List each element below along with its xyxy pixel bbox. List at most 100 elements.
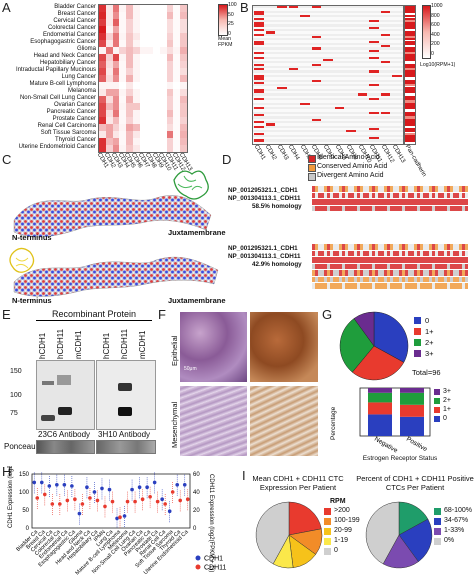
a-heatmap-cell [119, 131, 127, 138]
b-pancad-cell [405, 29, 415, 32]
d-residue [357, 186, 360, 192]
d-residue [453, 263, 456, 269]
d-residue [390, 186, 393, 192]
d-residue [330, 276, 333, 282]
b-pancad-cell [405, 79, 415, 82]
d-residue [375, 283, 378, 289]
a-heatmap-cell [139, 54, 147, 61]
d-residue [384, 257, 387, 263]
b-heatmap-cell [265, 31, 276, 34]
d-residue [351, 250, 354, 256]
d-residue [459, 283, 462, 289]
a-legend-tick: 0 [228, 30, 231, 37]
d-residue [324, 250, 327, 256]
d-residue [369, 276, 372, 282]
e-title: Recombinant Protein [51, 309, 137, 319]
d-residue [408, 244, 411, 250]
a-heatmap-cell [159, 12, 167, 19]
b-pancad-cell [405, 38, 415, 41]
d-residue [405, 244, 408, 250]
a-heatmap-cell [166, 19, 174, 26]
d-residue [315, 283, 318, 289]
a-row-label: Pancreatic Cancer [46, 109, 96, 115]
d-residue [423, 283, 426, 289]
a-legend-tick: 50 [228, 11, 234, 18]
a-heatmap-cell [126, 40, 133, 47]
b-row-stripe [253, 102, 403, 105]
a-heatmap-cell [173, 61, 181, 68]
d-residue [390, 270, 393, 276]
d-residue [378, 270, 381, 276]
d-residue [420, 205, 423, 211]
d-residue [447, 186, 450, 192]
h-cdh11-point [103, 504, 107, 509]
d-residue [381, 186, 384, 192]
d-residue [456, 270, 459, 276]
d-residue [378, 263, 381, 269]
g-bar-legend-text: 0 [443, 415, 447, 422]
a-heatmap-cell [173, 40, 181, 47]
d-residue [462, 257, 465, 263]
b-heatmap-cell [254, 42, 264, 46]
b-pancad-cell [405, 104, 415, 108]
d-residue [348, 199, 351, 205]
d-residue [429, 186, 432, 192]
d-residue [414, 276, 417, 282]
d-residue [396, 186, 399, 192]
a-heatmap-cell [146, 75, 154, 82]
d-residue [372, 192, 375, 198]
d-residue [390, 276, 393, 282]
panel-h-label: H [2, 464, 12, 479]
d-residue [456, 244, 459, 250]
a-heatmap-cell [180, 82, 187, 89]
d-residue [333, 205, 336, 211]
d-residue [438, 283, 441, 289]
a-heatmap-cell [180, 117, 187, 124]
b-row-stripe [253, 6, 403, 9]
g-bar-segment [400, 416, 424, 436]
d-residue [393, 205, 396, 211]
d-residue [447, 205, 450, 211]
f-row1-wrap: Epithelial [170, 314, 179, 384]
a-heatmap-cell [180, 47, 187, 54]
a-heatmap-cell [139, 89, 147, 96]
a-heatmap-cell [132, 54, 140, 61]
a-heatmap-cell [166, 110, 174, 117]
d-residue [318, 205, 321, 211]
d-residue [390, 283, 393, 289]
d-residue [429, 205, 432, 211]
d-residue [321, 270, 324, 276]
d-residue [348, 186, 351, 192]
d-residue [447, 244, 450, 250]
d-residue [387, 244, 390, 250]
d-residue [396, 270, 399, 276]
g-pie-legend-text: 1+ [425, 327, 434, 336]
d-residue [405, 205, 408, 211]
b-pancad-cell [405, 19, 415, 23]
a-heatmap-cell [126, 145, 133, 152]
h-dot-errorbar-chart: 150 100 50 0 60 40 20 0 CDH1 Expression (log2(FP… [8, 466, 227, 577]
e-lane-label: hCDH11 [56, 328, 65, 359]
g-pie-legend-text: 2+ [425, 338, 434, 347]
a-heatmap-cell [146, 12, 154, 19]
b-pancad-cell [405, 68, 415, 71]
d-residue [312, 263, 315, 269]
a-heatmap-cell [159, 124, 167, 131]
b-heatmap-cell [254, 75, 264, 78]
d-residue [408, 257, 411, 263]
d-residue [411, 250, 414, 256]
a-heatmap-cell [132, 145, 140, 152]
a-heatmap-cell [139, 61, 147, 68]
b-heatmap-cell [369, 49, 379, 52]
a-heatmap-cell [99, 54, 106, 61]
a-heatmap-cell [166, 75, 174, 82]
d-residue [450, 192, 453, 198]
d-residue [375, 263, 378, 269]
d-residue [384, 199, 387, 205]
d-residue [411, 205, 414, 211]
d-residue [417, 263, 420, 269]
h-cdh11-point [140, 497, 145, 501]
i-legend-text: 68-100% [444, 507, 473, 514]
b-heatmap-cell [300, 102, 310, 105]
d-residue [432, 186, 435, 192]
